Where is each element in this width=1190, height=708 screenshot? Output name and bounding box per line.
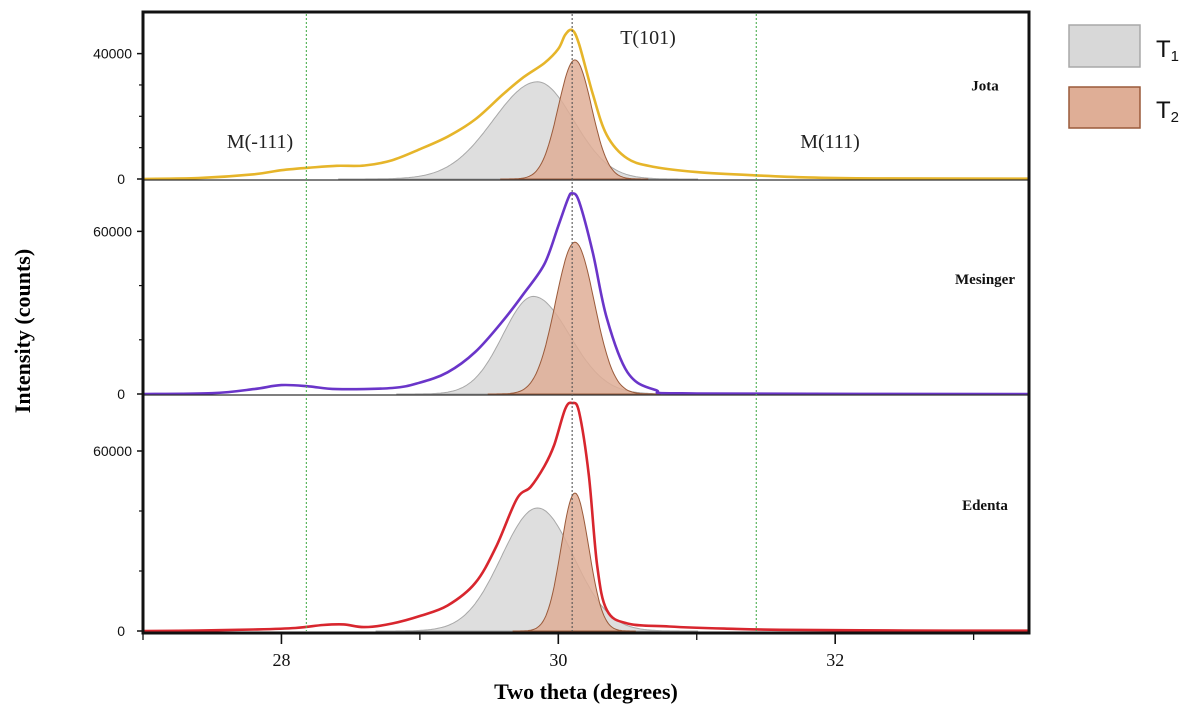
ref-label-m-111: M(-111): [227, 131, 293, 153]
x-tick-label-28: 28: [272, 650, 290, 670]
x-axis-label: Two theta (degrees): [494, 679, 678, 704]
x-tick-label-32: 32: [826, 650, 844, 670]
y-tick-label-edenta-60000: 60000: [93, 443, 132, 459]
y-tick-label-jota-0: 0: [117, 171, 125, 187]
ref-label-m111: M(111): [800, 131, 860, 153]
panel-label-jota: Jota: [971, 79, 999, 95]
y-tick-label-mesinger-60000: 60000: [93, 223, 132, 239]
y-tick-label-edenta-0: 0: [117, 623, 125, 639]
panel-label-edenta: Edenta: [962, 498, 1008, 514]
x-tick-label-30: 30: [549, 650, 567, 670]
y-axis-label: Intensity (counts): [10, 249, 35, 413]
legend-swatch-t2: [1069, 87, 1140, 128]
y-tick-label-mesinger-0: 0: [117, 386, 125, 402]
legend-swatch-t1: [1069, 25, 1140, 67]
y-tick-label-jota-40000: 40000: [93, 46, 132, 62]
ref-label-t101: T(101): [620, 27, 676, 49]
panel-label-mesinger: Mesinger: [955, 272, 1015, 288]
